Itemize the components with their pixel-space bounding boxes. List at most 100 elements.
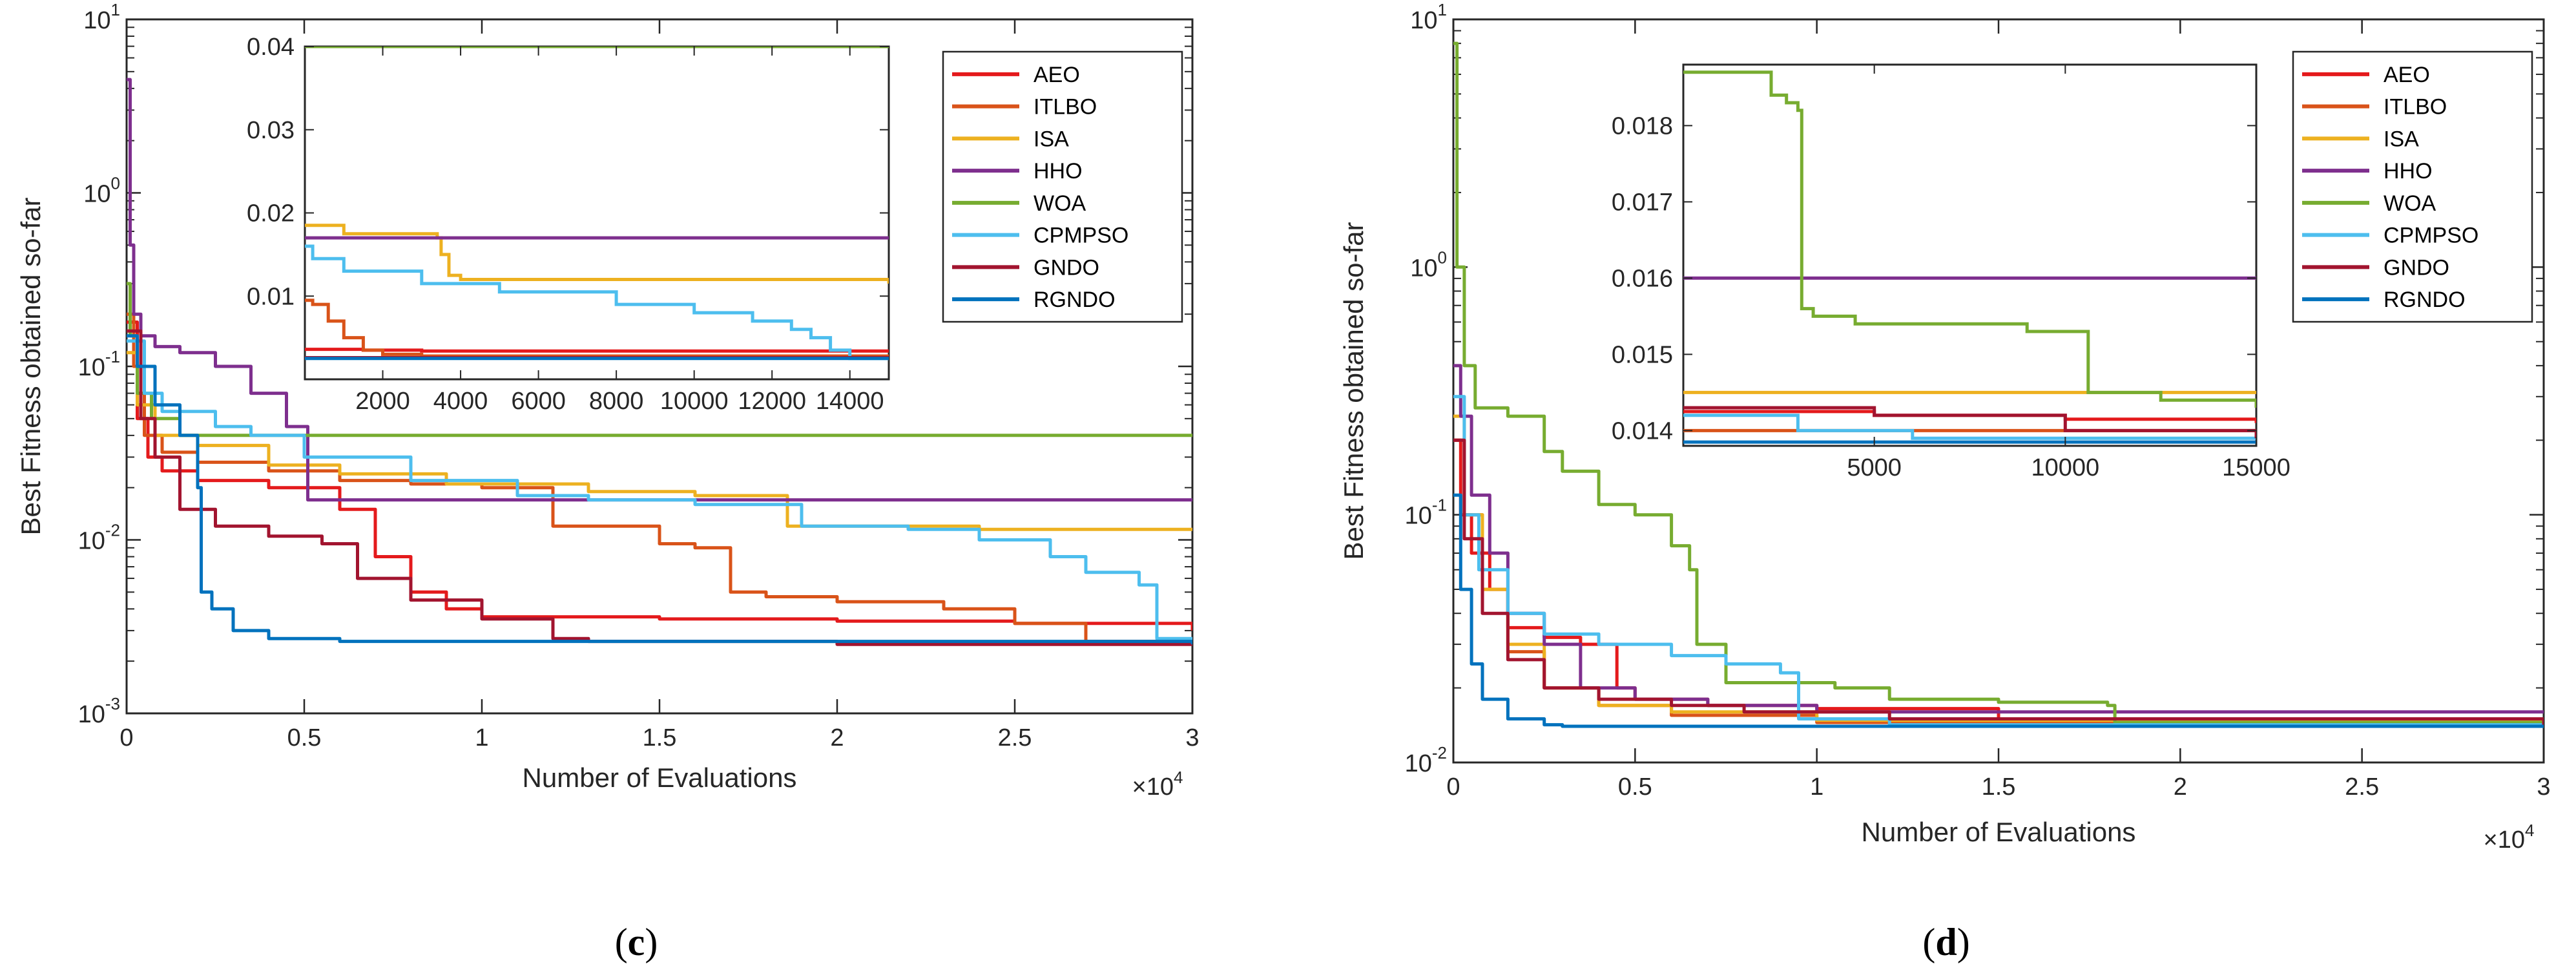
series-line-hho	[127, 78, 1192, 502]
inset-series-line-cpmpso	[1683, 414, 2256, 440]
inset-y-tick-label: 0.017	[1612, 189, 1673, 216]
legend-label-woa: WOA	[2384, 191, 2436, 216]
x-axis-label: Number of Evaluations	[523, 762, 797, 793]
inset-x-tick-label: 10000	[660, 388, 729, 415]
legend-label-itlbo: ITLBO	[2384, 95, 2447, 120]
legend-label-rgndo: RGNDO	[2384, 288, 2466, 312]
inset-x-tick-label: 12000	[738, 388, 806, 415]
y-tick-exponent: -1	[105, 347, 120, 366]
series-group	[127, 78, 1192, 646]
inset-x-tick-label: 2000	[355, 388, 410, 415]
inset-y-tick-label: 0.018	[1612, 112, 1673, 140]
inset-x-tick-label: 6000	[511, 388, 566, 415]
x-tick-label: 0.5	[1618, 773, 1652, 801]
y-tick-exponent: -2	[105, 521, 120, 540]
inset-x-tick-label: 14000	[816, 388, 884, 415]
inset-x-tick-label: 8000	[589, 388, 644, 415]
y-tick-exponent: -3	[105, 694, 120, 713]
legend-label-hho: HHO	[1034, 159, 1083, 184]
inset-y-tick-label: 0.04	[247, 34, 295, 61]
y-tick-exponent: 1	[111, 0, 120, 19]
x-tick-label: 1.5	[1982, 773, 2016, 801]
series-line-cpmpso	[127, 339, 1192, 645]
x-tick-label: 2	[2174, 773, 2187, 801]
legend-label-itlbo: ITLBO	[1034, 95, 1097, 120]
legend-label-cpmpso: CPMPSO	[2384, 224, 2478, 248]
inset-series-line-isa	[305, 224, 889, 284]
legend-label-cpmpso: CPMPSO	[1034, 224, 1128, 248]
series-line-cpmpso	[1453, 395, 2544, 727]
x-tick-label: 3	[1185, 724, 1199, 751]
inset-chart: 2000 4000 6000 8000 10000 12000 14000 0.01 0.02 0…	[247, 34, 890, 415]
series-group	[1453, 41, 2544, 728]
inset-series-line-woa	[1683, 70, 2256, 408]
y-axis-label: Best Fitness obtained so-far	[16, 198, 46, 536]
legend-label-aeo: AEO	[2384, 63, 2430, 87]
caption-open-paren: (	[615, 921, 628, 963]
inset-y-tick-label: 0.016	[1612, 265, 1673, 292]
inset-x-tick-label: 5000	[1847, 454, 1902, 481]
inset-y-tick-label: 0.01	[247, 283, 295, 310]
legend-label-hho: HHO	[2384, 159, 2433, 184]
legend-box	[2292, 50, 2533, 323]
x-tick-label: 1	[1810, 773, 1823, 801]
y-axis-label: Best Fitness obtained so-far	[1338, 222, 1369, 560]
caption-open-paren: (	[1922, 921, 1935, 963]
inset-series-line-gndo	[1683, 406, 2256, 439]
inset-x-tick-label: 4000	[433, 388, 488, 415]
inset-y-tick-label: 0.014	[1612, 417, 1673, 445]
legend: AEO ITLBO ISA HHO WOA CPMPSO GNDO RGNDO	[2292, 50, 2533, 323]
series-line-gndo	[1453, 438, 2544, 728]
caption-close-paren: )	[1957, 921, 1970, 963]
inset-y-tick-label: 0.015	[1612, 341, 1673, 368]
x-tick-label: 2.5	[2345, 773, 2379, 801]
x-tick-label: 0	[119, 724, 133, 751]
y-tick-exponent: 0	[1438, 247, 1447, 267]
legend-box	[942, 50, 1183, 323]
legend-label-isa: ISA	[2384, 127, 2419, 151]
series-line-itlbo	[127, 312, 1192, 645]
series-line-rgndo	[127, 334, 1192, 645]
x-tick-label: 0.5	[287, 724, 322, 751]
panel-caption: (c)	[615, 921, 658, 963]
y-tick-exponent: 0	[111, 174, 120, 193]
inset-y-tick-label: 0.03	[247, 117, 295, 144]
x-tick-label: 2.5	[998, 724, 1032, 751]
legend-label-aeo: AEO	[1034, 63, 1080, 87]
legend-label-gndo: GNDO	[2384, 255, 2449, 280]
legend-label-isa: ISA	[1034, 127, 1069, 151]
y-tick-exponent: -1	[1432, 496, 1447, 515]
series-line-rgndo	[1453, 493, 2544, 728]
caption-letter: d	[1935, 921, 1957, 963]
x-tick-label: 3	[2537, 773, 2550, 801]
legend-label-gndo: GNDO	[1034, 255, 1099, 280]
x-scale-exponent: 4	[2525, 821, 2534, 840]
caption-close-paren: )	[645, 921, 658, 963]
inset-series-group	[305, 47, 889, 361]
x-scale-exponent: 4	[1174, 768, 1183, 787]
y-tick-exponent: 1	[1438, 0, 1447, 19]
legend: AEO ITLBO ISA HHO WOA CPMPSO GNDO RGNDO	[942, 50, 1183, 323]
legend-label-woa: WOA	[1034, 191, 1086, 216]
series-line-woa	[1453, 41, 2544, 726]
x-tick-label: 2	[830, 724, 844, 751]
inset-series-line-cpmpso	[305, 244, 889, 361]
inset-y-tick-label: 0.02	[247, 200, 295, 227]
inset-chart: 5000 10000 15000 0.014 0.015 0.016 0.017 0.018	[1612, 63, 2290, 481]
legend-label-rgndo: RGNDO	[1034, 288, 1116, 312]
inset-frame	[1682, 63, 2258, 447]
x-axis-label: Number of Evaluations	[1862, 817, 2136, 847]
inset-x-tick-label: 15000	[2222, 454, 2290, 481]
x-tick-label: 0	[1446, 773, 1460, 801]
x-tick-label: 1	[475, 724, 488, 751]
panel-caption: (d)	[1922, 921, 1969, 963]
caption-letter: c	[628, 921, 645, 963]
inset-x-tick-label: 10000	[2031, 454, 2099, 481]
series-line-gndo	[127, 329, 1192, 646]
inset-series-group	[1683, 70, 2256, 444]
inset-series-line-itlbo	[305, 299, 889, 359]
x-tick-label: 1.5	[643, 724, 677, 751]
